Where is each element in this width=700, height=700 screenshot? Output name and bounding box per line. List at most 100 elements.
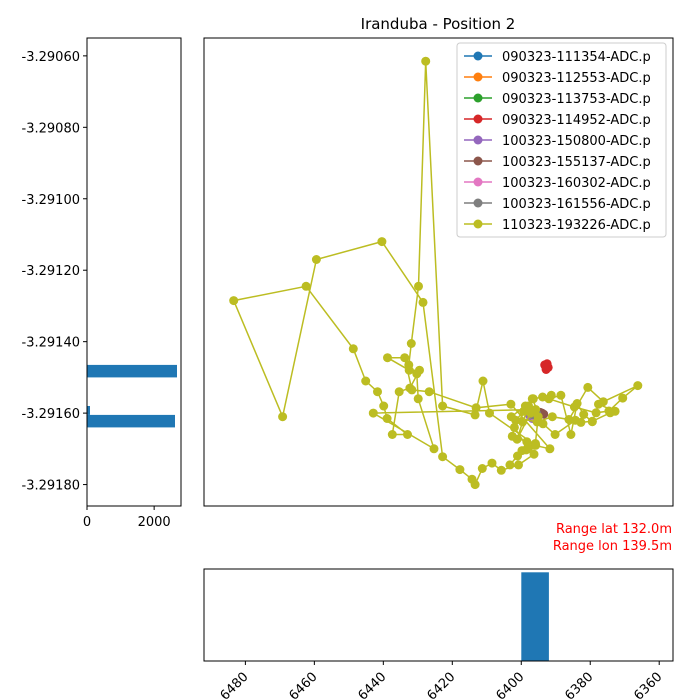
data-point xyxy=(507,431,517,441)
x-tick-label: 6420 xyxy=(424,670,458,700)
y-tick-label: -3.29140 xyxy=(22,336,80,351)
y-tick-label: -3.29060 xyxy=(22,50,80,65)
data-point xyxy=(550,430,560,439)
lat-hist-bar xyxy=(87,406,90,415)
data-point xyxy=(605,408,615,418)
data-point xyxy=(583,382,593,392)
data-point xyxy=(429,444,439,454)
legend-label: 090323-112553-ADC.p xyxy=(502,71,651,86)
x-tick-label: 6360 xyxy=(631,670,665,700)
legend-entry: 090323-111354-ADC.p xyxy=(464,50,651,65)
data-point xyxy=(383,353,392,363)
data-point xyxy=(579,410,589,419)
legend-entry: 090323-112553-ADC.p xyxy=(464,71,651,86)
legend-marker xyxy=(473,72,483,82)
legend-marker xyxy=(473,114,483,124)
x-tick-label: 0 xyxy=(83,515,91,530)
legend-entry: 090323-113753-ADC.p xyxy=(464,92,651,107)
legend-marker xyxy=(473,93,483,103)
legend-label: 100323-160302-ADC.p xyxy=(502,176,651,191)
legend: 090323-111354-ADC.p 090323-112553-ADC.p 09… xyxy=(456,42,667,238)
data-point xyxy=(278,412,288,422)
lon-histogram-panel: 6480 6460 6440 6420 6400 6380 6360 xyxy=(203,568,674,700)
data-point xyxy=(379,401,389,411)
data-point xyxy=(403,430,412,439)
legend-entry: 100323-161556-ADC.p xyxy=(464,197,651,212)
x-tick-label: 2000 xyxy=(138,515,171,530)
data-point xyxy=(518,417,528,427)
data-point xyxy=(570,415,580,425)
range-lat-text: Range lat 132.0m xyxy=(556,522,672,537)
data-point xyxy=(400,353,410,363)
data-point xyxy=(477,464,487,473)
legend-label: 110323-193226-ADC.p xyxy=(502,218,651,233)
chart-title: Iranduba - Position 2 xyxy=(361,15,516,33)
legend-marker xyxy=(473,156,483,166)
data-point xyxy=(368,408,378,418)
data-point xyxy=(361,376,371,386)
series-3 xyxy=(540,359,553,374)
legend-label: 100323-150800-ADC.p xyxy=(502,134,651,149)
data-point xyxy=(406,339,416,348)
legend-label: 090323-113753-ADC.p xyxy=(502,92,651,107)
legend-entry: 100323-155137-ADC.p xyxy=(464,155,651,170)
x-tick-label: 6440 xyxy=(355,670,389,700)
data-point xyxy=(382,414,392,423)
range-lon-text: Range lon 139.5m xyxy=(553,539,672,554)
data-point xyxy=(572,399,582,408)
legend-entry: 090323-114952-ADC.p xyxy=(464,113,651,128)
data-point xyxy=(566,430,576,439)
lon-histogram-frame xyxy=(203,568,674,662)
lon-hist-bar xyxy=(521,572,549,661)
data-point xyxy=(414,281,423,291)
data-point xyxy=(594,399,603,409)
data-point xyxy=(496,465,506,475)
data-point xyxy=(538,419,548,429)
y-tick-label: -3.29080 xyxy=(22,121,80,136)
data-point xyxy=(404,360,414,370)
lat-hist-bar xyxy=(87,364,177,378)
data-point xyxy=(591,408,601,418)
map-frame xyxy=(203,37,674,507)
data-point xyxy=(377,237,387,247)
data-point xyxy=(618,393,628,403)
data-point xyxy=(533,412,543,422)
data-point xyxy=(438,401,448,411)
data-point xyxy=(229,296,239,306)
data-point xyxy=(531,405,541,414)
y-tick-label: -3.29180 xyxy=(22,479,80,494)
legend-entry: 100323-150800-ADC.p xyxy=(464,134,651,149)
data-point xyxy=(418,297,428,307)
data-point xyxy=(478,376,488,386)
lat-hist-bar xyxy=(87,414,175,428)
data-point xyxy=(505,460,515,470)
legend-label: 100323-161556-ADC.p xyxy=(502,197,651,212)
data-point xyxy=(587,416,597,426)
data-point xyxy=(545,444,555,454)
data-point xyxy=(633,381,643,391)
legend-label: 100323-155137-ADC.p xyxy=(502,155,651,170)
legend-marker xyxy=(473,177,483,187)
data-point xyxy=(311,255,321,264)
data-point xyxy=(407,385,417,395)
data-point xyxy=(547,412,557,422)
legend-marker xyxy=(473,219,483,229)
data-point xyxy=(540,360,550,370)
data-point xyxy=(527,394,537,404)
data-point xyxy=(522,437,532,447)
data-point xyxy=(438,452,448,462)
legend-marker xyxy=(473,51,483,61)
data-point xyxy=(387,430,397,439)
data-point xyxy=(556,390,566,400)
legend-marker xyxy=(473,198,483,208)
data-point xyxy=(524,401,533,411)
lat-histogram-frame xyxy=(86,37,182,507)
data-point xyxy=(467,474,477,484)
legend-entry: 100323-160302-ADC.p xyxy=(464,176,651,191)
series-8 xyxy=(229,56,643,490)
data-point xyxy=(514,460,523,470)
data-point xyxy=(544,394,554,404)
data-point xyxy=(455,465,465,475)
data-point xyxy=(413,394,423,404)
